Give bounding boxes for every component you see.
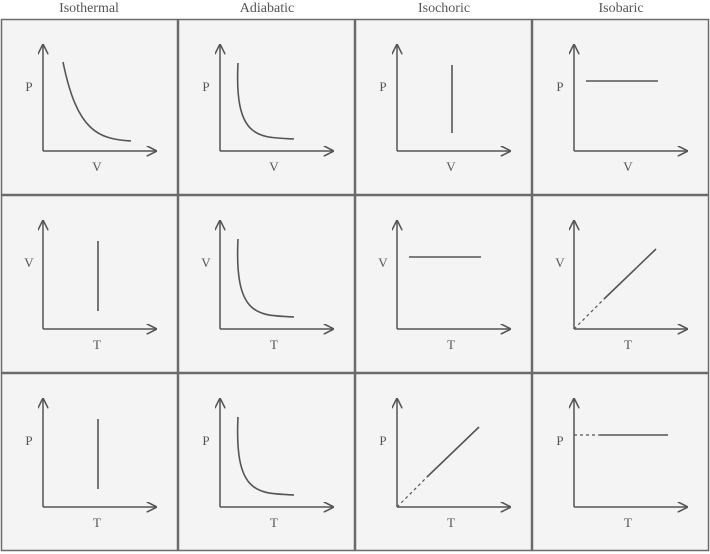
cell-frame <box>354 194 533 374</box>
column-header-isobaric: Isobaric <box>598 1 644 16</box>
cell-isobaric-row-3: PT <box>531 372 710 552</box>
adiabat-curve <box>236 416 295 496</box>
x-axis-label: T <box>624 337 632 352</box>
adiabat-curve <box>236 62 295 140</box>
cell-isothermal-row-2: VT <box>0 194 179 374</box>
extrapolation-dashed <box>573 298 605 330</box>
cell-isobaric-row-1: PV <box>531 18 710 196</box>
x-axis-label: T <box>93 515 101 530</box>
cell-isochoric-row-3: PT <box>354 372 533 552</box>
y-axis-label: P <box>25 79 32 94</box>
cell-frame <box>0 194 179 374</box>
cell-frame <box>531 372 710 552</box>
x-axis-label: T <box>270 337 278 352</box>
y-axis-label: V <box>201 255 211 270</box>
cell-frame <box>354 18 533 196</box>
column-header-adiabatic: Adiabatic <box>239 1 295 16</box>
cell-isochoric-row-2: VT <box>354 194 533 374</box>
adiabat-curve <box>236 238 295 318</box>
y-axis-label: V <box>378 255 388 270</box>
x-axis-label: T <box>624 515 632 530</box>
column-header-isothermal: Isothermal <box>59 1 119 16</box>
x-axis-label: V <box>269 159 279 174</box>
y-axis-label: P <box>379 433 386 448</box>
cell-frame <box>177 18 356 196</box>
proportional-line <box>426 426 480 478</box>
cell-adiabatic-row-1: PV <box>177 18 356 196</box>
isotherm-curve <box>62 61 132 142</box>
y-axis-label: P <box>202 79 209 94</box>
cell-frame <box>177 372 356 552</box>
cell-isothermal-row-1: PV <box>0 18 179 196</box>
y-axis-label: P <box>556 433 563 448</box>
extrapolation-dashed <box>396 476 428 508</box>
x-axis-label: T <box>93 337 101 352</box>
x-axis-label: V <box>446 159 456 174</box>
proportional-line <box>603 248 657 300</box>
cell-isothermal-row-3: PT <box>0 372 179 552</box>
cell-frame <box>0 372 179 552</box>
x-axis-label: V <box>623 159 633 174</box>
x-axis-label: T <box>447 515 455 530</box>
cell-isochoric-row-1: PV <box>354 18 533 196</box>
cell-frame <box>0 18 179 196</box>
y-axis-label: P <box>556 79 563 94</box>
column-header-isochoric: Isochoric <box>417 1 471 16</box>
cell-frame <box>177 194 356 374</box>
y-axis-label: P <box>202 433 209 448</box>
y-axis-label: V <box>24 255 34 270</box>
cell-frame <box>531 18 710 196</box>
y-axis-label: P <box>25 433 32 448</box>
cell-isobaric-row-2: VT <box>531 194 710 374</box>
y-axis-label: V <box>555 255 565 270</box>
cell-adiabatic-row-3: PT <box>177 372 356 552</box>
x-axis-label: T <box>270 515 278 530</box>
y-axis-label: P <box>379 79 386 94</box>
x-axis-label: V <box>92 159 102 174</box>
x-axis-label: T <box>447 337 455 352</box>
cell-adiabatic-row-2: VT <box>177 194 356 374</box>
